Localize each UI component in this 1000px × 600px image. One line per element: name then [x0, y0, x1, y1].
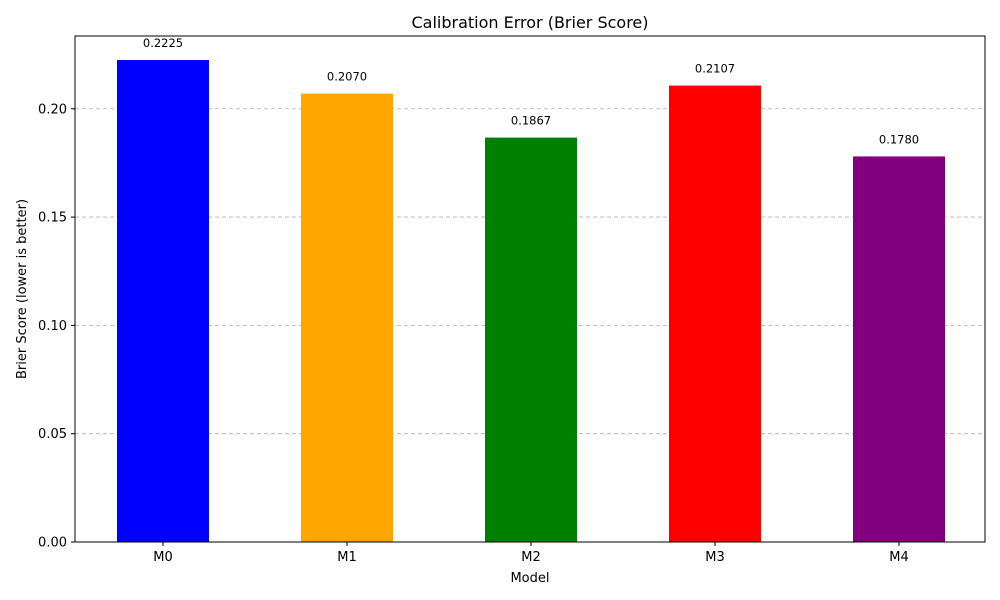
y-tick-label: 0.15: [38, 211, 67, 226]
value-label-m4: 0.1780: [879, 132, 919, 146]
x-axis-title: Model: [510, 571, 549, 586]
x-tick-label: M1: [337, 550, 357, 565]
plot-frame: [74, 35, 986, 543]
y-tick-label: 0.00: [38, 536, 67, 551]
chart-title: Calibration Error (Brier Score): [411, 13, 648, 32]
bar-m0: [117, 60, 209, 542]
value-label-m3: 0.2107: [695, 62, 735, 76]
bar-m2: [485, 137, 577, 542]
value-label-m2: 0.1867: [511, 114, 551, 128]
value-label-m0: 0.2225: [143, 36, 183, 50]
y-tick-label: 0.10: [38, 319, 67, 334]
x-ticks: M0 M1 M2 M3 M4: [153, 542, 909, 565]
y-ticks: 0.00 0.05 0.10 0.15 0.20: [38, 102, 75, 551]
value-labels: 0.2225 0.2070 0.1867 0.2107 0.1780: [143, 36, 919, 146]
y-tick-label: 0.20: [38, 102, 67, 117]
bar-m4: [853, 156, 945, 542]
x-tick-label: M4: [889, 550, 909, 565]
bar-m1: [301, 93, 393, 542]
y-tick-label: 0.05: [38, 427, 67, 442]
bars: [117, 60, 945, 542]
bar-m3: [669, 85, 761, 542]
x-tick-label: M2: [521, 550, 541, 565]
value-label-m1: 0.2070: [327, 70, 367, 84]
x-tick-label: M0: [153, 550, 173, 565]
x-tick-label: M3: [705, 550, 725, 565]
y-axis-title: Brier Score (lower is better): [15, 199, 30, 379]
